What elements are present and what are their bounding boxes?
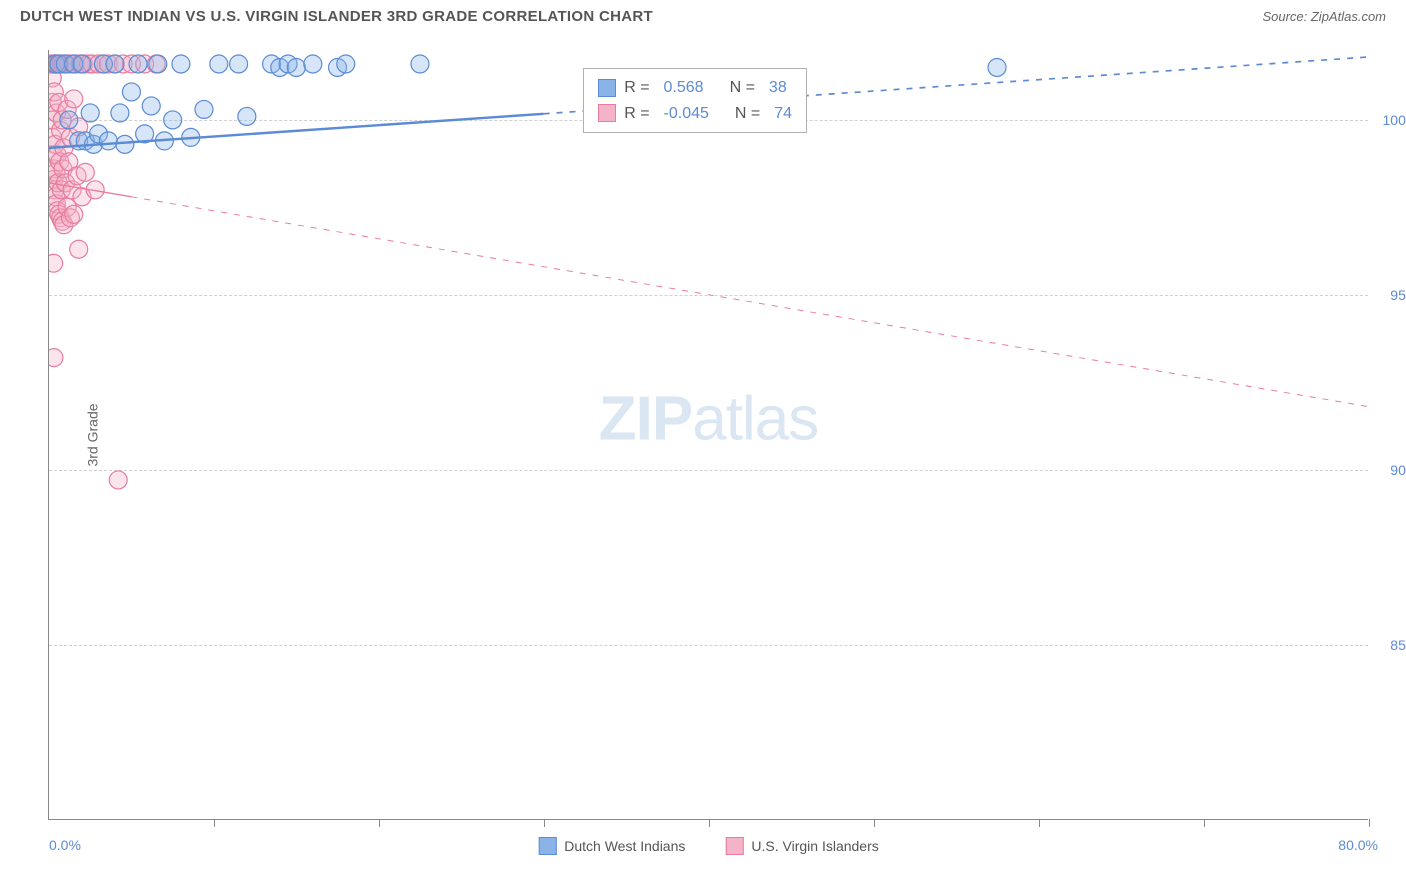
data-point bbox=[111, 104, 129, 122]
data-point bbox=[337, 55, 355, 73]
source-label: Source: ZipAtlas.com bbox=[1262, 9, 1386, 24]
stats-row: R =0.568N =38 bbox=[598, 75, 792, 101]
scatter-plot-svg bbox=[49, 50, 1368, 819]
x-tick bbox=[1204, 819, 1205, 827]
legend-swatch bbox=[598, 79, 616, 97]
x-axis-min-label: 0.0% bbox=[49, 837, 81, 853]
data-point bbox=[122, 83, 140, 101]
y-tick-label: 100.0% bbox=[1383, 112, 1406, 128]
data-point bbox=[76, 163, 94, 181]
x-tick bbox=[709, 819, 710, 827]
y-tick-label: 95.0% bbox=[1390, 287, 1406, 303]
y-tick-label: 90.0% bbox=[1390, 462, 1406, 478]
x-axis-max-label: 80.0% bbox=[1338, 837, 1378, 853]
data-point bbox=[49, 254, 63, 272]
x-tick bbox=[1369, 819, 1370, 827]
chart-title: DUTCH WEST INDIAN VS U.S. VIRGIN ISLANDE… bbox=[20, 8, 653, 25]
legend-label: U.S. Virgin Islanders bbox=[751, 838, 878, 854]
legend-swatch bbox=[598, 104, 616, 122]
data-point bbox=[304, 55, 322, 73]
legend-label: Dutch West Indians bbox=[564, 838, 685, 854]
data-point bbox=[81, 104, 99, 122]
data-point bbox=[49, 349, 63, 367]
data-point bbox=[411, 55, 429, 73]
data-point bbox=[65, 205, 83, 223]
x-tick bbox=[379, 819, 380, 827]
data-point bbox=[210, 55, 228, 73]
data-point bbox=[164, 111, 182, 129]
legend-item: U.S. Virgin Islanders bbox=[725, 837, 878, 855]
legend-swatch bbox=[538, 837, 556, 855]
data-point bbox=[142, 97, 160, 115]
data-point bbox=[109, 471, 127, 489]
legend-swatch bbox=[725, 837, 743, 855]
legend-item: Dutch West Indians bbox=[538, 837, 685, 855]
data-point bbox=[172, 55, 190, 73]
data-point bbox=[149, 55, 167, 73]
x-tick bbox=[874, 819, 875, 827]
data-point bbox=[287, 58, 305, 76]
data-point bbox=[230, 55, 248, 73]
data-point bbox=[988, 58, 1006, 76]
bottom-legend: Dutch West Indians U.S. Virgin Islanders bbox=[538, 837, 879, 855]
data-point bbox=[129, 55, 147, 73]
x-tick bbox=[544, 819, 545, 827]
data-point bbox=[70, 240, 88, 258]
x-tick bbox=[214, 819, 215, 827]
y-tick-label: 85.0% bbox=[1390, 637, 1406, 653]
data-point bbox=[195, 100, 213, 118]
data-point bbox=[99, 132, 117, 150]
trendline-dashed bbox=[131, 197, 1368, 407]
data-point bbox=[238, 107, 256, 125]
data-point bbox=[65, 90, 83, 108]
data-point bbox=[73, 55, 91, 73]
data-point bbox=[116, 135, 134, 153]
x-tick bbox=[1039, 819, 1040, 827]
stats-row: R =-0.045N =74 bbox=[598, 101, 792, 127]
chart-plot-area: 3rd Grade ZIPatlas 85.0%90.0%95.0%100.0%… bbox=[48, 50, 1368, 820]
correlation-stats-box: R =0.568N =38R =-0.045N =74 bbox=[583, 68, 807, 133]
data-point bbox=[60, 111, 78, 129]
data-point bbox=[106, 55, 124, 73]
